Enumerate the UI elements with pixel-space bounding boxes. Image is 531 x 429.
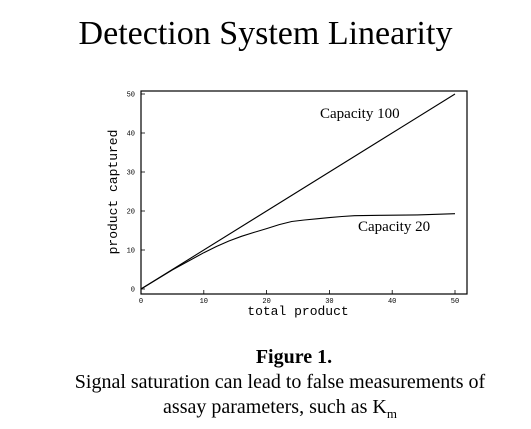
series-label-capacity-20: Capacity 20 (358, 219, 430, 235)
series-group (140, 93, 456, 290)
figure-caption: Signal saturation can lead to false meas… (30, 370, 530, 426)
series-line-capacity-20 (140, 213, 456, 290)
x-axis-label: total product (247, 304, 348, 319)
x-tick-label: 0 (139, 298, 143, 306)
figure-label: Figure 1. (255, 346, 333, 368)
y-tick-label: 30 (127, 170, 135, 178)
y-axis-label: product captured (106, 130, 121, 255)
series-label-capacity-100: Capacity 100 (320, 106, 400, 122)
caption-line-1: Signal saturation can lead to false meas… (74, 371, 486, 393)
x-tick-label: 30 (325, 298, 333, 306)
y-tick-label: 0 (131, 287, 135, 295)
caption-line-2-text: assay parameters, such as K (163, 396, 387, 418)
y-tick-label: 40 (127, 131, 135, 139)
x-tick-label: 20 (262, 298, 270, 306)
x-tick-label: 50 (451, 298, 459, 306)
caption-subscript: m (386, 406, 397, 421)
series-line-capacity-100 (140, 93, 456, 290)
page-title: Detection System Linearity (78, 15, 453, 52)
plot-frame (140, 90, 468, 295)
y-tick-label: 50 (127, 92, 135, 100)
y-tick-label: 10 (127, 248, 135, 256)
x-tick-label: 40 (388, 298, 396, 306)
x-tick-label: 10 (200, 298, 208, 306)
caption-line-2: assay parameters, such as Km (30, 395, 530, 426)
y-tick-label: 20 (127, 209, 135, 217)
axis-ticks: 0 10 20 30 40 50 0 10 20 30 40 50 (127, 92, 460, 307)
